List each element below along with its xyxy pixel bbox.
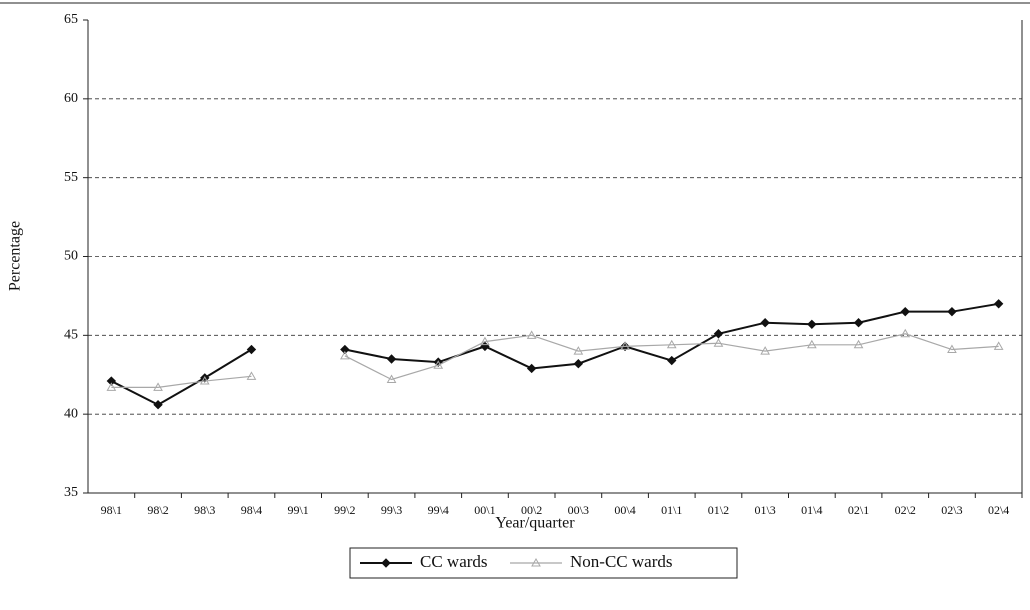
- marker: [993, 341, 1004, 350]
- x-tick-label: 99\3: [381, 503, 402, 517]
- marker: [526, 330, 537, 339]
- marker: [993, 299, 1004, 309]
- x-tick-label: 01\3: [754, 503, 775, 517]
- marker: [106, 382, 117, 391]
- marker: [947, 306, 957, 317]
- marker: [153, 382, 163, 391]
- marker: [246, 344, 257, 355]
- x-tick-label: 00\1: [474, 503, 495, 517]
- marker: [339, 350, 350, 360]
- y-tick-label: 40: [64, 406, 78, 421]
- marker: [199, 376, 210, 385]
- marker: [573, 359, 584, 369]
- x-tick-label: 99\2: [334, 503, 355, 517]
- x-tick-label: 98\4: [241, 503, 262, 517]
- x-tick-label: 98\2: [147, 503, 168, 517]
- marker: [340, 344, 350, 355]
- x-tick-label: 02\2: [895, 503, 916, 517]
- y-axis-title: Percentage: [7, 221, 24, 291]
- series-line: [111, 333, 999, 388]
- x-tick-label: 02\3: [941, 503, 962, 517]
- marker: [666, 339, 677, 349]
- x-axis-title: Year/quarter: [495, 515, 575, 532]
- marker: [900, 328, 911, 338]
- marker: [381, 558, 391, 568]
- y-tick-label: 55: [64, 170, 78, 185]
- marker: [386, 374, 397, 383]
- marker: [713, 329, 724, 339]
- y-tick-label: 60: [64, 91, 78, 106]
- legend-label: CC wards: [420, 552, 488, 571]
- y-tick-label: 50: [64, 249, 78, 264]
- y-tick-label: 45: [64, 328, 78, 343]
- marker: [246, 371, 257, 380]
- y-tick-label: 35: [64, 485, 78, 500]
- marker: [433, 360, 444, 369]
- x-tick-label: 01\2: [708, 503, 729, 517]
- x-tick-label: 00\3: [568, 503, 589, 517]
- x-tick-label: 98\3: [194, 503, 215, 517]
- legend-box: [349, 547, 738, 579]
- marker: [807, 319, 817, 330]
- marker: [760, 346, 771, 355]
- x-tick-label: 99\1: [287, 503, 308, 517]
- x-tick-label: 01\4: [801, 503, 822, 517]
- marker: [386, 354, 397, 364]
- marker: [853, 318, 864, 328]
- marker: [667, 355, 677, 366]
- marker: [806, 339, 817, 349]
- series-line: [110, 302, 999, 406]
- x-tick-label: 02\4: [988, 503, 1009, 517]
- marker: [853, 339, 864, 349]
- marker: [573, 346, 584, 355]
- marker: [760, 318, 770, 328]
- legend-label: Non-CC wards: [570, 552, 672, 571]
- marker: [713, 338, 724, 347]
- marker: [947, 344, 957, 354]
- y-tick-label: 65: [64, 12, 78, 27]
- marker: [526, 363, 537, 374]
- marker: [900, 306, 910, 317]
- x-tick-label: 98\1: [101, 503, 122, 517]
- x-tick-label: 00\4: [614, 503, 635, 517]
- marker: [153, 399, 163, 410]
- marker: [531, 557, 541, 567]
- marker: [480, 336, 490, 346]
- x-tick-label: 01\1: [661, 503, 682, 517]
- marker: [620, 341, 630, 350]
- x-tick-label: 02\1: [848, 503, 869, 517]
- x-tick-label: 00\2: [521, 503, 542, 517]
- x-tick-label: 99\4: [428, 503, 449, 517]
- marker: [106, 376, 117, 386]
